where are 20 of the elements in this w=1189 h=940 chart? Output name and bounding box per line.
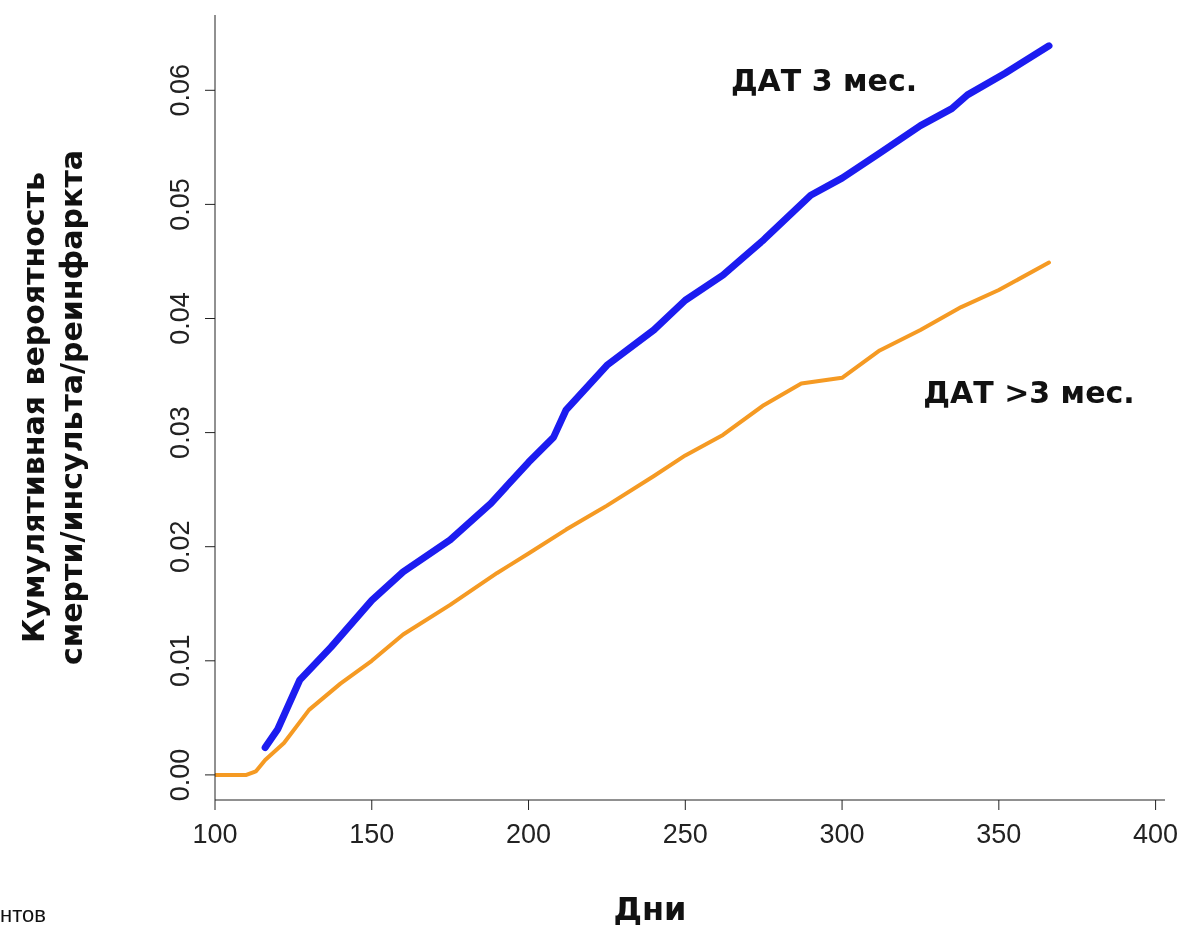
x-tick-label: 100 (192, 819, 238, 850)
x-tick-label: 400 (1133, 819, 1179, 850)
y-tick-label: 0.04 (165, 292, 195, 345)
line-series (215, 260, 1051, 777)
x-tick-label: 300 (819, 819, 865, 850)
series-label: ДАТ 3 мес. (730, 62, 918, 98)
x-tick-label: 350 (976, 819, 1022, 850)
x-tick-label: 250 (662, 819, 708, 850)
y-tick-label: 0.00 (165, 748, 195, 802)
y-tick-label: 0.05 (165, 178, 195, 231)
y-tick-label: 0.01 (165, 634, 195, 688)
x-tick-label: 200 (506, 819, 552, 850)
text: нтов (0, 902, 46, 928)
x-tick-label: 150 (349, 819, 395, 850)
y-tick-label: 0.02 (165, 520, 195, 573)
y-tick-label: 0.03 (165, 406, 195, 459)
y-axis-title: Кумулятивная вероятность смерти/инсульта/реинфаркта (16, 149, 89, 666)
y-tick-label: 0.06 (165, 64, 195, 117)
x-axis-title: Дни (613, 890, 687, 928)
series-label: ДАТ >3 мес. (923, 374, 1135, 410)
